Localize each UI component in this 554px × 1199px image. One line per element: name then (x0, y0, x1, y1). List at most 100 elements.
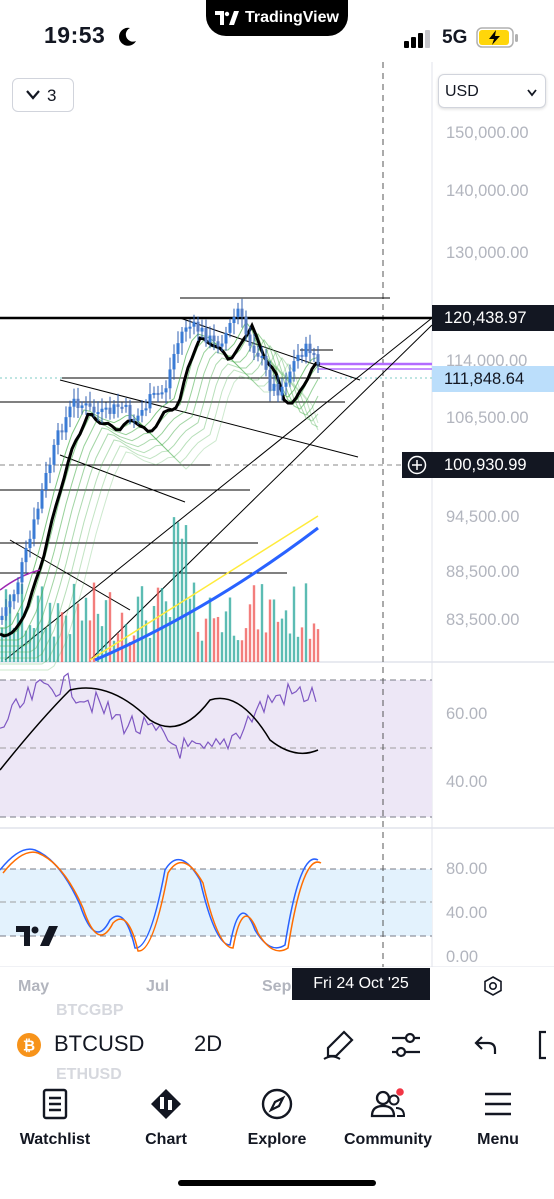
interval-button[interactable]: 2D (194, 1031, 223, 1056)
nav-community[interactable]: Community (333, 1088, 443, 1149)
status-time: 19:53 (44, 22, 106, 48)
volume-bar (80, 620, 84, 662)
candle-body (20, 562, 24, 583)
volume-bar (100, 626, 104, 662)
background-symbol: BTCGBP (56, 1002, 124, 1019)
candle-body (244, 316, 248, 335)
nav-menu[interactable]: Menu (443, 1088, 553, 1149)
drawing-tools-icon[interactable] (322, 1028, 356, 1062)
time-axis-label: Sep (262, 978, 292, 995)
ma-100-line (94, 526, 319, 662)
volume-bar (60, 612, 64, 662)
candle-body (16, 582, 20, 595)
volume-bar (232, 635, 236, 662)
volume-bar (264, 632, 268, 662)
candle-body (56, 430, 60, 445)
volume-bar (180, 538, 184, 662)
indicators-icon[interactable] (390, 1030, 422, 1060)
volume-bar (52, 636, 56, 662)
volume-bar (244, 628, 248, 662)
volume-bar (48, 602, 52, 662)
add-alert-button[interactable] (402, 452, 432, 478)
candle-body (80, 405, 84, 408)
volume-bar (224, 611, 228, 662)
volume-bar (260, 584, 264, 662)
volume-bar (44, 627, 48, 662)
ema-ribbon-line (0, 362, 319, 671)
candle-body (196, 321, 200, 332)
price-axis-label: 88,500.00 (446, 563, 520, 581)
fullscreen-icon[interactable] (536, 1030, 554, 1060)
candle-body (236, 308, 240, 318)
candle-body (8, 601, 12, 608)
candle-body (64, 417, 68, 433)
volume-bar (208, 597, 212, 662)
candle-body (176, 343, 180, 354)
volume-bar (280, 618, 284, 662)
currency-select[interactable]: USD (438, 74, 546, 108)
volume-bar (272, 599, 276, 662)
undo-icon[interactable] (474, 1034, 498, 1056)
candle-body (208, 335, 212, 343)
volume-bar (16, 612, 20, 662)
ma-200-line (89, 515, 319, 661)
collapse-indicators-button[interactable]: 3 (12, 78, 74, 112)
price-axis-label: 130,000.00 (446, 244, 529, 262)
currency-value: USD (445, 83, 479, 100)
volume-bar (212, 618, 216, 662)
candle-body (240, 308, 244, 317)
candle-body (256, 352, 260, 357)
candle-body (140, 409, 144, 416)
candle-body (232, 317, 236, 324)
symbol-search-button[interactable]: BTCUSD (54, 1031, 145, 1056)
stoch-axis-label: 80.00 (446, 860, 488, 878)
volume-bar (296, 636, 300, 662)
candle-body (264, 355, 268, 370)
community-icon (370, 1088, 406, 1118)
volume-bar (304, 583, 308, 662)
volume-bar (220, 632, 224, 662)
candle-body (220, 343, 224, 347)
volume-bar (168, 617, 172, 662)
volume-bar (284, 610, 288, 662)
candle-body (276, 383, 280, 396)
chart-settings-icon[interactable] (482, 975, 504, 997)
volume-bar (120, 612, 124, 662)
volume-bar (68, 634, 72, 662)
volume-bar (108, 592, 112, 662)
nav-chart[interactable]: Chart (111, 1088, 221, 1149)
candle-body (164, 388, 168, 393)
candle-body (200, 327, 204, 332)
candle-body (76, 398, 80, 408)
battery-icon (476, 27, 518, 48)
volume-bar (92, 582, 96, 662)
candle-body (212, 335, 216, 342)
candle-body (44, 473, 48, 490)
chart-canvas[interactable] (0, 62, 554, 967)
volume-bar (240, 640, 244, 662)
candle-body (128, 404, 132, 420)
tradingview-watermark-icon (16, 926, 58, 946)
volume-bar (164, 601, 168, 662)
nav-label: Explore (247, 1131, 307, 1148)
nav-watchlist[interactable]: Watchlist (0, 1088, 110, 1149)
candle-body (188, 326, 192, 329)
candle-body (0, 615, 4, 620)
volume-bar (0, 627, 4, 662)
volume-bar (160, 588, 164, 662)
background-symbol: ETHUSD (56, 1066, 122, 1083)
rsi-line (0, 672, 317, 759)
candle-body (216, 341, 220, 347)
nav-explore[interactable]: Explore (222, 1088, 332, 1149)
chevron-down-icon (26, 90, 40, 100)
candle-body (60, 430, 64, 433)
candle-body (124, 404, 128, 407)
nav-label: Menu (477, 1131, 519, 1148)
volume-bar (4, 589, 8, 662)
candle-body (308, 343, 312, 354)
stoch-d-line (2, 851, 322, 952)
price-axis-label: 83,500.00 (446, 611, 520, 629)
price-label-crosshair: 100,930.99 (432, 452, 554, 478)
volume-bar (28, 625, 32, 662)
candle-body (132, 419, 136, 422)
